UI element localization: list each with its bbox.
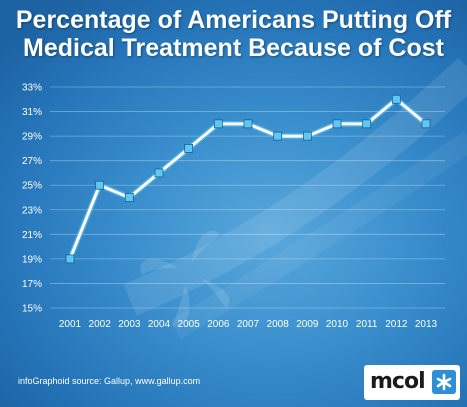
y-tick-label: 31% bbox=[22, 107, 42, 118]
y-tick-label: 23% bbox=[22, 205, 42, 216]
data-point-marker bbox=[124, 193, 134, 202]
x-tick-label: 2005 bbox=[178, 319, 201, 330]
data-point-marker bbox=[184, 143, 194, 153]
x-tick-label: 2012 bbox=[385, 319, 408, 330]
chart-title-line-1: Percentage of Americans Putting Off bbox=[15, 6, 452, 34]
data-point-marker bbox=[243, 119, 253, 129]
y-tick-label: 29% bbox=[22, 132, 42, 143]
data-point-marker bbox=[95, 180, 105, 190]
data-point-marker bbox=[154, 168, 164, 178]
mcol-logo: mcol bbox=[364, 365, 460, 400]
x-tick-label: 2008 bbox=[267, 319, 290, 330]
source-text: infoGraphoid source: Gallup, www.gallup.… bbox=[18, 376, 201, 386]
data-point-marker bbox=[273, 131, 283, 141]
chart-title-line-2: Medical Treatment Because of Cost bbox=[23, 34, 444, 62]
x-tick-label: 2004 bbox=[148, 319, 171, 330]
data-point-marker bbox=[213, 119, 223, 129]
x-tick-label: 2003 bbox=[118, 319, 141, 330]
x-tick-label: 2007 bbox=[237, 319, 260, 330]
chart-title: Percentage of Americans Putting Off Medi… bbox=[0, 6, 467, 62]
logo-text: mcol bbox=[370, 369, 426, 394]
data-point-marker bbox=[332, 119, 342, 129]
x-tick-label: 2011 bbox=[356, 319, 378, 330]
y-tick-label: 27% bbox=[22, 156, 42, 167]
data-point-marker bbox=[421, 119, 431, 129]
y-tick-label: 25% bbox=[22, 181, 42, 192]
x-tick-label: 2001 bbox=[59, 319, 82, 330]
y-tick-label: 33% bbox=[22, 83, 42, 94]
y-tick-label: 19% bbox=[22, 254, 42, 265]
y-tick-label: 15% bbox=[22, 304, 42, 315]
x-tick-label: 2010 bbox=[326, 319, 349, 330]
x-tick-label: 2013 bbox=[415, 319, 438, 330]
y-tick-label: 17% bbox=[22, 279, 42, 290]
y-tick-label: 21% bbox=[22, 230, 42, 241]
data-point-marker bbox=[302, 131, 312, 141]
data-point-marker bbox=[362, 119, 372, 129]
x-tick-label: 2006 bbox=[207, 319, 230, 330]
x-tick-label: 2002 bbox=[89, 319, 112, 330]
data-point-marker bbox=[391, 94, 401, 104]
data-point-marker bbox=[65, 254, 75, 264]
watermark-logo-shape bbox=[140, 230, 230, 327]
x-tick-label: 2009 bbox=[296, 319, 319, 330]
snowflake-icon bbox=[432, 370, 456, 394]
